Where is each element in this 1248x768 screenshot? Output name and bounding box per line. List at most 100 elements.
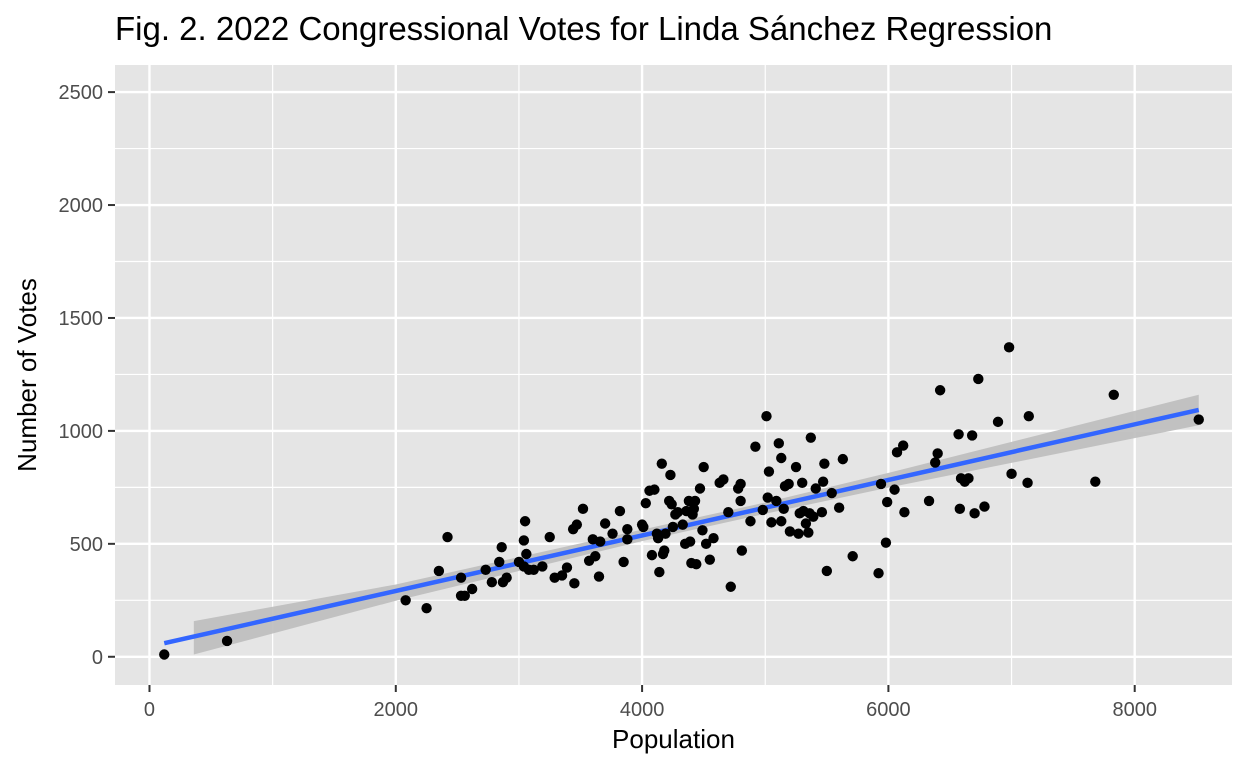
data-point xyxy=(496,542,507,553)
data-point xyxy=(521,548,532,560)
data-point xyxy=(969,508,980,519)
data-point xyxy=(698,461,709,473)
data-point xyxy=(688,503,700,515)
data-point xyxy=(773,438,784,449)
data-point xyxy=(501,572,512,583)
data-point xyxy=(992,416,1004,428)
data-point xyxy=(1090,476,1101,487)
data-point xyxy=(805,432,817,443)
data-point xyxy=(694,483,706,494)
data-point xyxy=(466,583,478,595)
data-point xyxy=(816,507,828,518)
data-point xyxy=(837,453,849,465)
data-point xyxy=(763,466,775,477)
y-tick-label: 0 xyxy=(92,647,103,669)
data-point xyxy=(672,507,684,518)
data-point xyxy=(640,497,651,509)
data-point xyxy=(494,556,505,568)
data-point xyxy=(595,536,606,547)
data-point xyxy=(618,556,629,568)
data-point xyxy=(847,551,858,562)
data-point xyxy=(654,566,665,578)
data-point xyxy=(433,565,445,577)
data-point xyxy=(561,562,573,573)
data-point xyxy=(875,478,887,490)
data-point xyxy=(1006,468,1017,480)
data-point xyxy=(954,503,966,515)
y-tick-label: 2000 xyxy=(59,195,104,217)
data-point xyxy=(1022,477,1033,489)
data-point xyxy=(889,484,900,495)
data-point xyxy=(810,483,821,494)
data-point xyxy=(221,635,233,647)
data-point xyxy=(1193,414,1204,425)
data-point xyxy=(966,430,978,441)
data-point xyxy=(881,496,893,508)
data-point xyxy=(873,567,884,579)
data-point xyxy=(667,521,679,533)
x-axis: 0 2000 4000 6000 8000 xyxy=(144,685,1157,721)
data-point xyxy=(979,501,990,512)
data-point xyxy=(697,525,708,536)
data-point xyxy=(778,503,789,515)
data-point xyxy=(776,452,787,464)
data-point xyxy=(735,495,746,507)
data-point xyxy=(817,476,829,487)
data-point xyxy=(973,373,984,385)
data-point xyxy=(646,549,658,561)
data-point xyxy=(762,492,773,503)
data-point xyxy=(537,561,548,572)
data-point xyxy=(590,551,601,562)
major-gridlines xyxy=(115,65,1232,685)
data-point xyxy=(689,495,701,507)
data-point xyxy=(622,523,633,535)
data-point xyxy=(480,564,491,576)
data-point xyxy=(761,411,772,422)
x-tick-label: 8000 xyxy=(1112,699,1157,721)
data-point xyxy=(1023,411,1034,422)
data-point xyxy=(684,536,696,547)
data-point xyxy=(725,581,736,592)
y-tick-label: 1500 xyxy=(59,308,104,330)
data-point xyxy=(718,474,729,485)
data-point xyxy=(897,440,909,451)
data-points xyxy=(159,342,1204,660)
data-point xyxy=(790,461,802,473)
data-point xyxy=(930,457,941,468)
data-point xyxy=(665,469,676,481)
data-point xyxy=(826,487,837,499)
y-tick-label: 1000 xyxy=(59,421,104,443)
data-point xyxy=(486,577,498,588)
data-point xyxy=(923,495,935,507)
data-point xyxy=(953,429,964,440)
data-point xyxy=(599,518,611,529)
data-point xyxy=(455,572,467,583)
data-point xyxy=(1003,342,1015,353)
data-point xyxy=(400,595,411,606)
y-tick-label: 500 xyxy=(70,534,103,556)
x-axis-title: Population xyxy=(612,724,735,754)
data-point xyxy=(459,590,470,601)
data-point xyxy=(159,649,170,660)
minor-gridlines xyxy=(115,65,1232,685)
data-point xyxy=(766,517,777,528)
data-point xyxy=(793,528,804,539)
data-point xyxy=(1108,389,1119,400)
data-point xyxy=(421,603,432,614)
data-point xyxy=(691,558,702,570)
data-point xyxy=(723,507,734,518)
chart-title: Fig. 2. 2022 Congressional Votes for Lin… xyxy=(115,10,1052,47)
data-point xyxy=(833,502,845,513)
x-tick-label: 0 xyxy=(144,699,155,721)
data-point xyxy=(783,478,794,490)
data-point xyxy=(577,503,589,515)
data-point xyxy=(638,521,649,533)
y-tick-label: 2500 xyxy=(59,82,104,104)
data-point xyxy=(556,570,568,581)
data-point xyxy=(934,385,946,396)
data-point xyxy=(708,532,719,544)
data-point xyxy=(735,478,746,490)
y-axis-title: Number of Votes xyxy=(12,278,42,472)
data-point xyxy=(750,441,761,452)
data-point xyxy=(656,458,668,469)
